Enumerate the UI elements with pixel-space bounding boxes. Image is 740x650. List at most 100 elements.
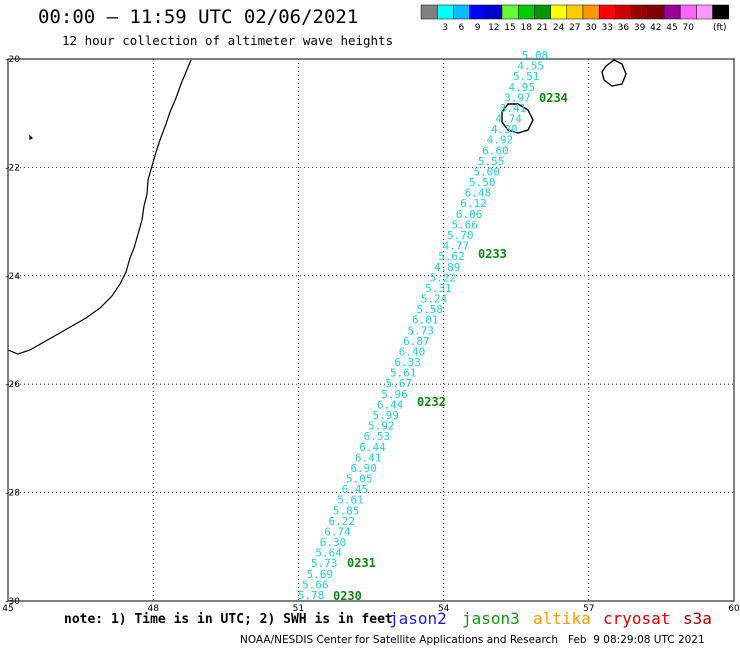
legend-swatch [420,4,438,20]
legend-value-label: 15 [504,23,515,33]
time-label: 0232 [417,395,446,409]
wave-height-label: 5.73 [408,324,435,337]
latitude-tick: -20 [5,55,20,65]
legend-value-label: 9 [475,23,481,33]
wave-height-label: 6.44 [359,441,386,454]
wave-height-label: 4.55 [517,60,544,73]
wave-height-label: 5.55 [478,155,505,168]
time-label: 0234 [539,91,568,105]
wave-height-label: 6.33 [394,356,421,369]
wave-height-label: 4.95 [509,81,536,94]
madagascar-coastline [7,59,192,355]
wave-height-label: 4.89 [434,261,461,274]
map-frame [7,58,735,602]
wave-height-label: 6.41 [355,451,382,464]
wave-height-label: 5.24 [421,293,448,306]
wave-height-label: 4.30 [491,123,518,136]
wave-height-label: 5.50 [469,176,496,189]
wave-height-label: 5.69 [307,568,334,581]
wave-height-label: 6.48 [465,187,492,200]
wave-height-label: 4.77 [443,240,470,253]
legend-swatch [534,4,551,20]
wave-height-label: 6.01 [412,314,439,327]
legend-value-label: 39 [634,23,646,33]
wave-height-label: 5.64 [315,547,342,560]
legend-swatch [566,4,584,20]
legend-swatch [647,4,665,20]
legend-value-label: 6 [459,23,465,33]
legend-value-label: 27 [569,23,580,33]
legend-value-label: 12 [488,23,499,33]
wave-height-label: 3.41 [500,102,527,115]
legend-swatch [663,4,681,20]
wave-height-label: 5.22 [430,271,457,284]
map-subtitle: 12 hour collection of altimeter wave hei… [62,33,394,48]
longitude-tick: 54 [438,604,450,614]
longitude-tick: 51 [293,604,304,614]
latitude-tick: -24 [5,272,20,282]
wave-height-label: 5.66 [451,218,478,231]
track-time-labels: 0234 0233 0232 0231 0230 [333,91,568,603]
wave-height-label: 4.92 [487,134,514,147]
wave-height-label: 5.67 [386,377,413,390]
legend-value-label: 36 [618,23,630,33]
wave-height-label: 5.99 [372,409,399,422]
wave-height-label: 6.44 [377,398,404,411]
legend-value-label: 24 [553,23,565,33]
wave-height-label: 6.53 [364,430,391,443]
wave-height-label: 5.85 [333,504,360,517]
legend-value-label: 30 [585,23,597,33]
wave-height-label: 6.74 [324,526,351,539]
map-title: 00:00 – 11:59 UTC 02/06/2021 [38,6,359,28]
latitude-tick: -30 [5,597,20,607]
wave-height-label: 5.96 [381,388,408,401]
wave-height-label: 5.62 [438,250,465,263]
wave-height-label: 5.61 [337,494,364,507]
grid-lines [8,59,734,601]
wave-height-label: 6.30 [320,536,347,549]
longitude-tick: 48 [147,604,159,614]
legend-swatch [453,4,470,20]
legend-swatch [550,4,568,20]
time-label: 0230 [333,589,362,603]
wave-height-label: 5.61 [390,367,417,380]
legend-swatch [679,4,697,20]
wave-height-label: 6.45 [342,483,369,496]
legend-value-label: 33 [601,23,612,33]
altimeter-track: 5.084.555.514.953.973.414.744.304.926.60… [298,49,549,602]
legend-swatch [517,4,535,20]
legend-value-label: 45 [666,23,677,33]
wave-height-label: 6.06 [456,208,483,221]
wave-height-label: 6.60 [482,144,509,157]
legend-swatch [615,4,632,20]
satellite-label-jason3: jason3 [462,609,520,628]
longitude-tick: 60 [728,604,740,614]
wave-height-label: 6.87 [403,335,430,348]
latitude-tick: -26 [5,380,20,390]
legend-value-label: 42 [650,23,661,33]
wave-height-label: 6.22 [328,515,355,528]
legend-swatch [436,4,454,20]
latitude-tick: -22 [5,163,20,173]
latitude-tick-labels: -20 -22 -24 -26 -28 -30 [5,55,20,607]
time-label: 0233 [478,247,507,261]
longitude-tick-labels: 45 48 51 54 57 60 [2,604,740,614]
wave-height-label: 5.51 [513,70,540,83]
time-label: 0231 [347,556,376,570]
legend-swatch [485,4,503,20]
wave-height-label: 5.66 [302,578,329,591]
legend-swatch [501,4,519,20]
footer-note: note: 1) Time is in UTC; 2) SWH is in fe… [64,612,393,627]
wave-height-label: 5.31 [425,282,452,295]
wave-height-label: 6.12 [460,197,487,210]
wave-height-label: 5.78 [298,589,325,602]
latitude-tick: -28 [5,489,20,499]
longitude-tick: 57 [583,604,594,614]
legend-swatch [582,4,600,20]
legend-swatch [696,4,713,20]
legend-value-label: 21 [537,23,548,33]
legend-swatch [598,4,616,20]
wave-height-label: 5.92 [368,420,395,433]
wave-height-label: 5.05 [346,473,373,486]
satellite-label-jason2: jason2 [389,609,447,628]
